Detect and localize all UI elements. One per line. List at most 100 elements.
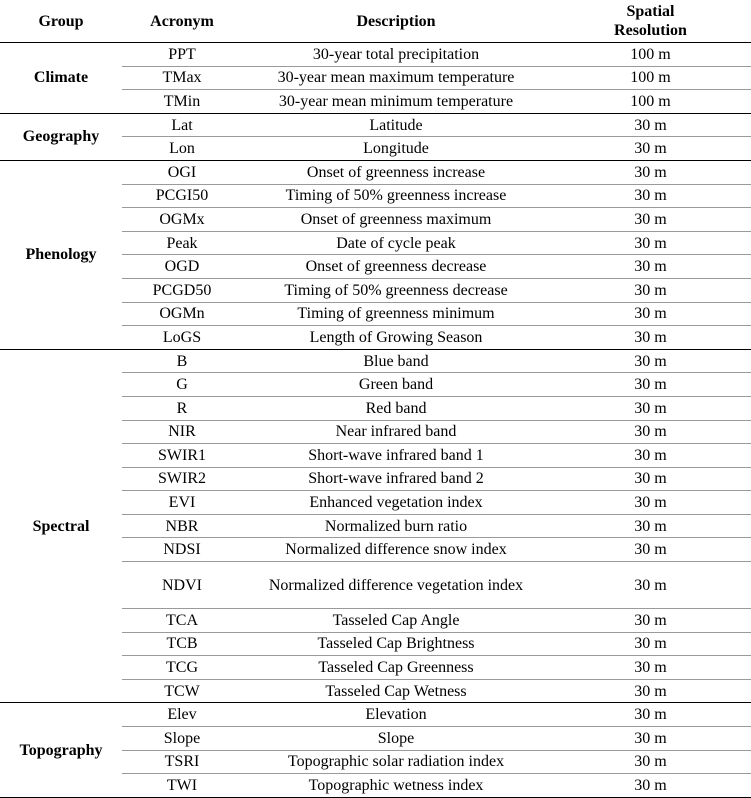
header-row: Group Acronym Description Spatial Resolu… — [0, 0, 751, 43]
acronym-cell: TMax — [122, 66, 242, 91]
table-row: Geography Lat Latitude 30 m — [0, 113, 751, 145]
resolution-cell: 30 m — [550, 608, 751, 633]
resolution-cell: 30 m — [550, 561, 751, 610]
acronym-cell: G — [122, 372, 242, 397]
resolution-cell: 100 m — [630, 92, 671, 110]
table-row: TMin 30-year mean minimum temperature 100 … — [0, 90, 751, 114]
resolution-cell: 30 m — [550, 278, 751, 303]
description-cell: Date of cycle peak — [242, 231, 550, 256]
table-row: NDSI Normalized difference snow index 30 m — [0, 537, 751, 563]
group-name: Spectral — [32, 517, 90, 535]
table-row: TMax 30-year mean maximum temperature 100 … — [0, 66, 751, 91]
acronym-cell: Peak — [122, 231, 242, 256]
description-cell: Tasseled Cap Wetness — [325, 682, 467, 700]
table-row: PCGD50 Timing of 50% greenness decrease 30… — [0, 278, 751, 303]
description-cell: Timing of 50% greenness increase — [242, 184, 550, 209]
acronym-cell: TCA — [122, 608, 242, 633]
acronym-cell: LoGS — [162, 328, 202, 346]
table-header: Group Acronym Description Spatial Resolu… — [0, 0, 751, 43]
description-cell: Enhanced vegetation index — [242, 490, 550, 515]
resolution-cell: 30 m — [550, 490, 751, 515]
description-cell: Onset of greenness increase — [242, 160, 550, 185]
group-name: Topography — [19, 741, 103, 759]
acronym-cell: EVI — [122, 490, 242, 515]
description-cell: 30-year mean maximum temperature — [242, 66, 550, 91]
table-row: NDVI Normalized difference vegetation ind… — [0, 561, 751, 610]
acronym-cell: OGMx — [122, 207, 242, 232]
resolution-cell: 30 m — [550, 396, 751, 421]
resolution-cell: 30 m — [634, 140, 667, 158]
header-resolution: Spatial Resolution — [550, 0, 751, 43]
table-row: PCGI50 Timing of 50% greenness increase 30… — [0, 184, 751, 209]
acronym-cell: Elev — [122, 702, 242, 728]
description-cell: Topographic solar radiation index — [242, 750, 550, 775]
description-cell: Longitude — [363, 140, 429, 158]
group-section: Climate PPT 30-year total precipitation 100… — [0, 42, 751, 114]
table-row: Climate PPT 30-year total precipitation 100… — [0, 42, 751, 86]
table-row: Lon Longitude 30 m — [0, 137, 751, 161]
description-cell: Normalized difference snow index — [242, 537, 550, 563]
description-cell: Timing of greenness minimum — [242, 302, 550, 327]
resolution-cell: 30 m — [634, 328, 667, 346]
acronym-cell: B — [122, 349, 242, 374]
table-row: R Red band 30 m — [0, 396, 751, 421]
table-row: NIR Near infrared band 30 m — [0, 420, 751, 445]
resolution-cell: 30 m — [550, 702, 751, 728]
description-cell: Tasseled Cap Brightness — [242, 632, 550, 657]
resolution-cell: 30 m — [550, 632, 751, 657]
header-resolution-line2: Resolution — [614, 22, 687, 39]
group-name: Climate — [33, 69, 89, 87]
table-row: Peak Date of cycle peak 30 m — [0, 231, 751, 256]
acronym-cell: TSRI — [122, 750, 242, 775]
table-row: SWIR1 Short-wave infrared band 1 30 m — [0, 443, 751, 468]
table-row: OGMn Timing of greenness minimum 30 m — [0, 302, 751, 327]
description-cell: Elevation — [242, 702, 550, 728]
header-group: Group — [38, 12, 84, 30]
group-section: Geography Lat Latitude 30 m Lon Longitude 30 m — [0, 113, 751, 161]
resolution-cell: 30 m — [550, 420, 751, 445]
resolution-cell: 30 m — [550, 349, 751, 374]
description-cell: 30-year total precipitation — [242, 42, 550, 67]
description-cell: Length of Growing Season — [309, 328, 483, 346]
table-row: SWIR2 Short-wave infrared band 2 30 m — [0, 467, 751, 492]
resolution-cell: 30 m — [550, 113, 751, 138]
resolution-cell: 30 m — [550, 184, 751, 209]
resolution-cell: 30 m — [550, 514, 751, 539]
acronym-cell: TCG — [122, 655, 242, 680]
resolution-cell: 30 m — [550, 655, 751, 680]
resolution-cell: 30 m — [550, 207, 751, 232]
description-cell: Normalized difference vegetation index — [242, 561, 550, 610]
resolution-cell: 30 m — [550, 443, 751, 468]
resolution-cell: 30 m — [550, 231, 751, 256]
resolution-cell: 30 m — [634, 682, 667, 700]
acronym-cell: Lon — [169, 140, 195, 158]
acronym-cell: NDSI — [122, 537, 242, 563]
acronym-cell: SWIR1 — [122, 443, 242, 468]
table-row: Phenology OGI Onset of greenness increase 3… — [0, 160, 751, 263]
description-cell: Timing of 50% greenness decrease — [242, 278, 550, 303]
description-cell: Normalized burn ratio — [242, 514, 550, 539]
header-resolution-line1: Spatial — [626, 3, 675, 20]
description-cell: Tasseled Cap Greenness — [242, 655, 550, 680]
description-cell: Red band — [242, 396, 550, 421]
header-acronym: Acronym — [150, 12, 214, 30]
acronym-cell: TWI — [166, 777, 198, 795]
description-cell: Short-wave infrared band 1 — [242, 443, 550, 468]
table-row: TCB Tasseled Cap Brightness 30 m — [0, 632, 751, 657]
resolution-cell: 30 m — [550, 372, 751, 397]
acronym-cell: PPT — [122, 42, 242, 67]
resolution-cell: 30 m — [550, 467, 751, 492]
acronym-cell: NBR — [122, 514, 242, 539]
group-name: Phenology — [25, 246, 97, 264]
acronym-cell: TMin — [163, 92, 201, 110]
resolution-cell: 30 m — [550, 160, 751, 185]
group-section: Phenology OGI Onset of greenness increase 3… — [0, 160, 751, 350]
acronym-cell: TCB — [122, 632, 242, 657]
description-cell: Topographic wetness index — [308, 777, 484, 795]
header-description: Description — [356, 12, 436, 30]
description-cell: Onset of greenness maximum — [242, 207, 550, 232]
acronym-cell: Lat — [122, 113, 242, 138]
acronym-cell: PCGD50 — [122, 278, 242, 303]
table-row: TCG Tasseled Cap Greenness 30 m — [0, 655, 751, 680]
